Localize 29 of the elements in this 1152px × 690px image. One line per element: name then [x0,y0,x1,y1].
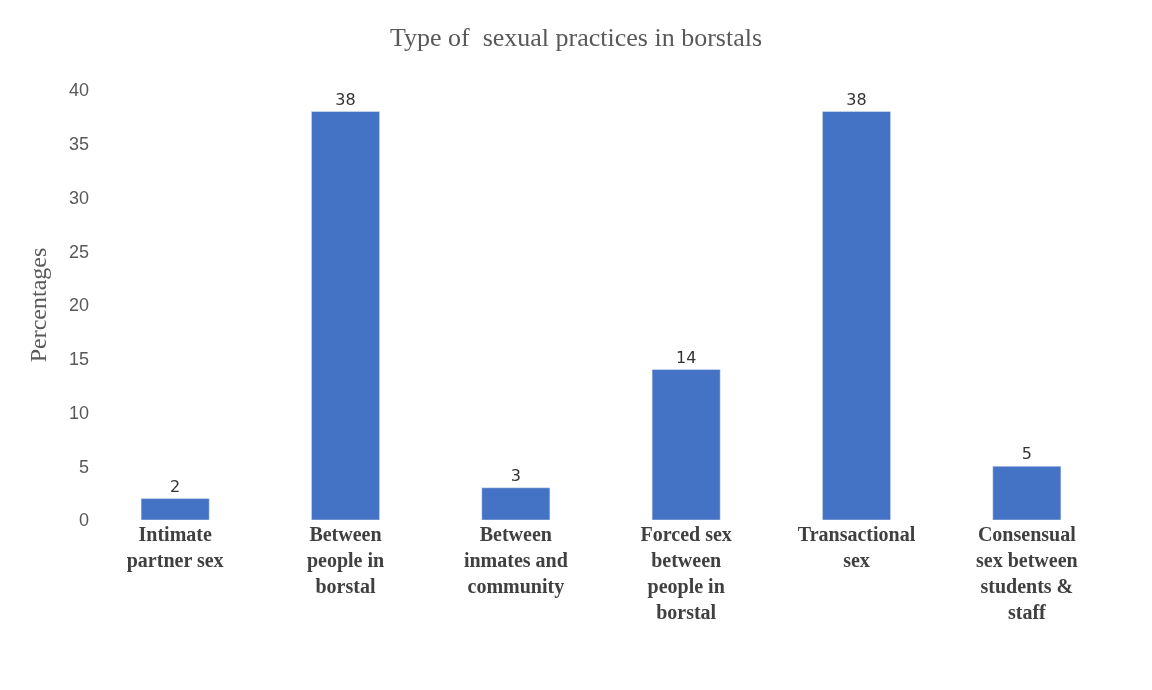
data-label: 14 [675,347,697,367]
y-tick-label: 35 [68,134,89,155]
y-tick-label: 30 [68,187,89,208]
y-axis-title: Percentages [25,247,52,363]
y-tick-label: 20 [68,295,89,316]
data-label: 38 [335,89,356,109]
bar [311,111,380,520]
bar [651,369,721,520]
x-tick-label: Between inmates and community [463,523,568,598]
x-tick-label: Transactional sex [797,523,916,571]
x-tick-label: Between people in borstal [306,523,385,597]
data-label: 3 [510,465,521,485]
x-tick-label: Intimate partner sex [126,523,224,572]
data-label: 38 [846,89,867,109]
y-tick-label: 40 [68,80,89,101]
bar [481,487,551,520]
bar [140,498,210,520]
data-label: 2 [170,476,181,496]
y-tick-label: 25 [68,241,89,262]
data-label: 5 [1021,444,1032,464]
x-tick-label: Consensual sex between students & staff [976,523,1078,623]
y-tick-label: 0 [78,510,89,531]
y-tick-label: 10 [68,402,89,423]
y-tick-label: 5 [78,456,89,477]
chart-title: Type of sexual practices in borstals [389,22,763,52]
x-tick-label: Forced sex between people in borstal [640,523,732,623]
bar [822,111,891,520]
y-tick-label: 15 [68,349,89,370]
bar [992,466,1062,520]
